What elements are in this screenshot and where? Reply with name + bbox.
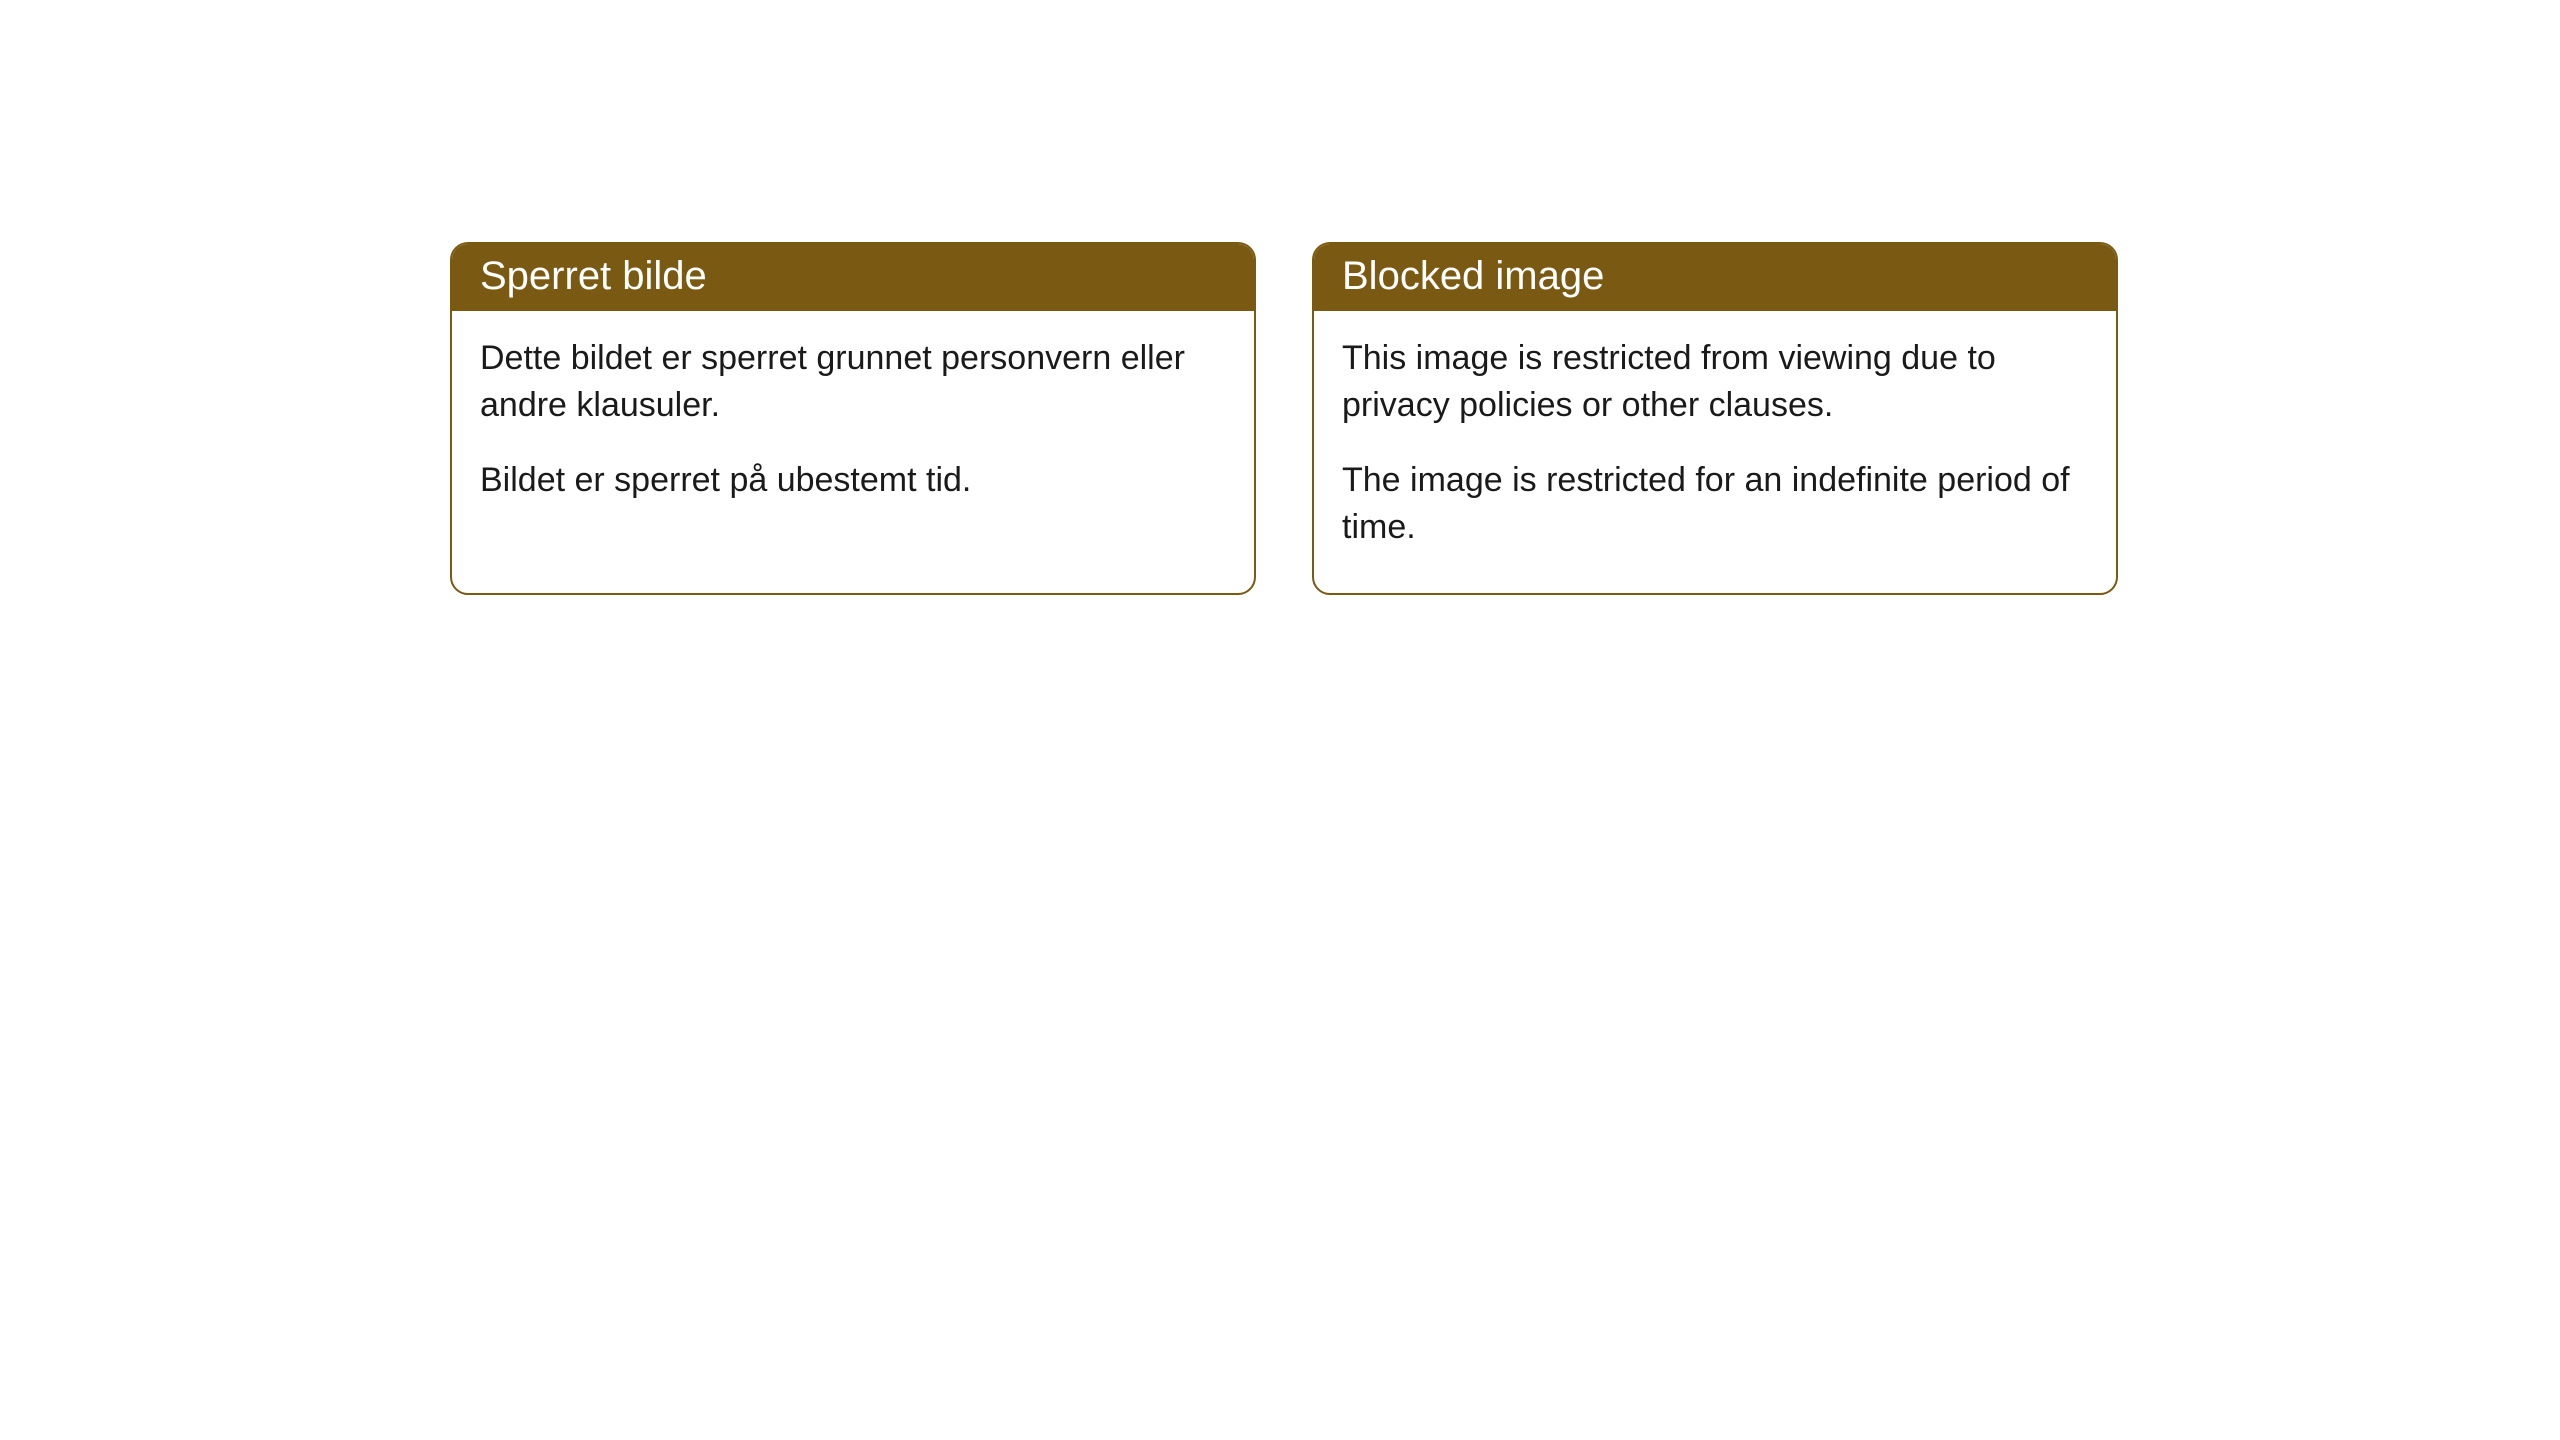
card-body-norwegian: Dette bildet er sperret grunnet personve… <box>452 311 1254 546</box>
notice-cards-container: Sperret bilde Dette bildet er sperret gr… <box>0 0 2560 595</box>
notice-card-english: Blocked image This image is restricted f… <box>1312 242 2118 595</box>
card-paragraph-2: The image is restricted for an indefinit… <box>1342 457 2088 551</box>
card-paragraph-2: Bildet er sperret på ubestemt tid. <box>480 457 1226 504</box>
card-body-english: This image is restricted from viewing du… <box>1314 311 2116 593</box>
card-paragraph-1: This image is restricted from viewing du… <box>1342 335 2088 429</box>
card-paragraph-1: Dette bildet er sperret grunnet personve… <box>480 335 1226 429</box>
card-header-english: Blocked image <box>1314 244 2116 311</box>
notice-card-norwegian: Sperret bilde Dette bildet er sperret gr… <box>450 242 1256 595</box>
card-header-norwegian: Sperret bilde <box>452 244 1254 311</box>
